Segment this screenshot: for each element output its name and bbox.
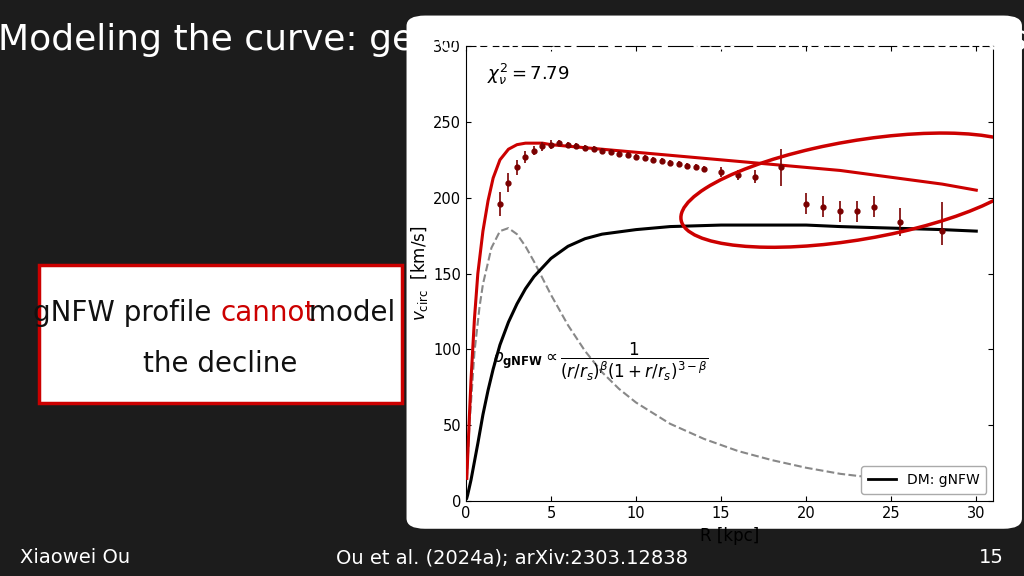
Text: the decline: the decline	[143, 350, 298, 378]
Text: $\rho_{\mathbf{gNFW}} \propto \dfrac{1}{(r/r_s)^\beta(1+r/r_s)^{3-\beta}}$: $\rho_{\mathbf{gNFW}} \propto \dfrac{1}{…	[493, 342, 709, 384]
X-axis label: R [kpc]: R [kpc]	[700, 526, 759, 544]
Text: Modeling the curve: generalized NFW vs. Einasto profiles: Modeling the curve: generalized NFW vs. …	[0, 23, 1024, 57]
Text: Ou et al. (2024a); arXiv:2303.12838: Ou et al. (2024a); arXiv:2303.12838	[336, 548, 688, 567]
Y-axis label: $v_{\rm circ}$  [km/s]: $v_{\rm circ}$ [km/s]	[410, 226, 430, 321]
Text: cannot: cannot	[221, 300, 316, 327]
Text: Xiaowei Ou: Xiaowei Ou	[20, 548, 131, 567]
Text: $\chi^2_\nu = 7.79$: $\chi^2_\nu = 7.79$	[487, 62, 569, 87]
Text: 15: 15	[979, 548, 1004, 567]
Text: model: model	[300, 300, 395, 327]
Text: gNFW profile: gNFW profile	[34, 300, 221, 327]
Legend: DM: gNFW: DM: gNFW	[861, 467, 986, 494]
